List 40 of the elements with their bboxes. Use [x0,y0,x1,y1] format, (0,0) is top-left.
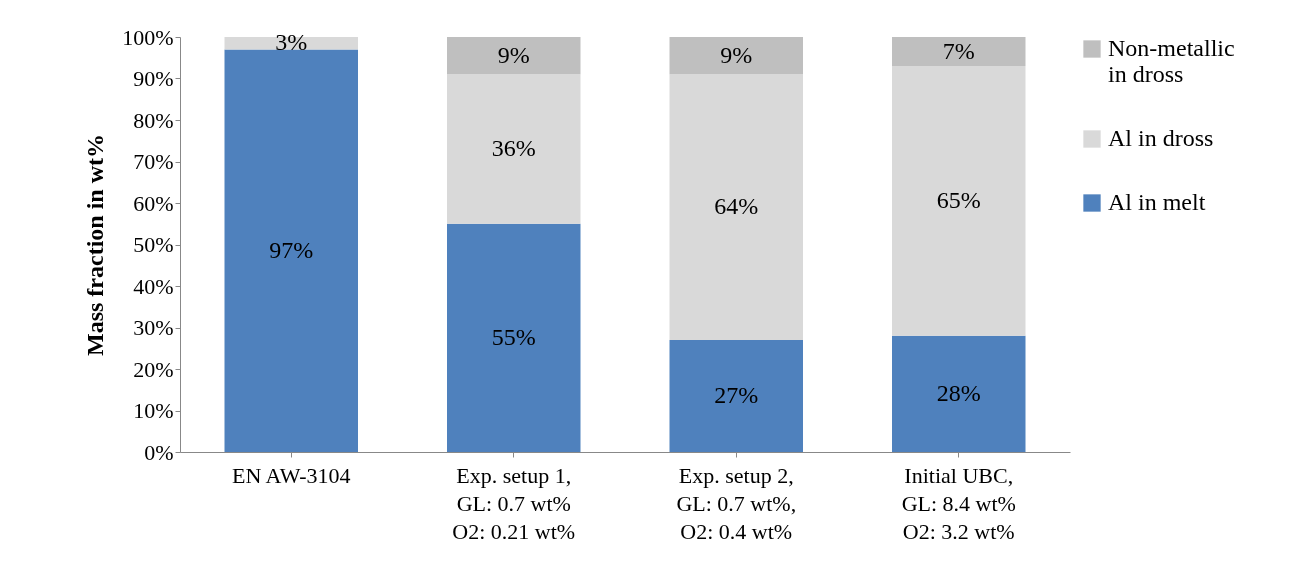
data-label: 9% [497,41,530,68]
y-tick-label: 30% [133,315,174,340]
bar [892,66,1026,336]
y-tick-label: 90% [133,66,174,91]
bar [224,49,358,452]
data-label: 28% [936,379,981,406]
data-label: 9% [720,41,753,68]
data-label: 97% [269,236,314,263]
legend-label: Al in melt [1108,189,1206,215]
bar [669,74,803,340]
y-tick-label: 20% [133,356,174,382]
bar [669,339,803,452]
y-tick-label: 0% [144,439,174,465]
legend-label: Al in dross [1108,125,1214,151]
bar [892,335,1026,452]
x-tick-label: EN AW-3104 [231,462,351,488]
data-label: 55% [491,323,536,350]
y-tick-label: 80% [133,107,174,133]
y-tick-label: 70% [133,149,174,174]
y-tick-label: 100% [122,24,174,50]
data-label: 64% [714,193,759,220]
bar [892,37,1026,67]
y-tick-label: 60% [133,190,174,216]
bar [669,37,803,75]
bar [447,37,581,75]
bar [447,223,581,452]
bar [447,74,581,224]
data-label: 27% [714,381,759,408]
data-label: 65% [936,186,981,213]
data-label: 36% [491,135,536,162]
y-tick-label: 40% [133,273,174,299]
legend-label: Non-metallic in dross [1108,35,1235,87]
data-label: 3% [275,29,308,56]
y-tick-label: 50% [133,232,174,257]
data-label: 7% [942,37,975,64]
x-tick-label: Exp. setup 2, GL: 0.7 wt%, O2: 0.4 wt% [676,462,797,544]
y-axis-title: Mass fraction in wt% [82,134,109,356]
x-tick-label: Initial UBC, GL: 8.4 wt% O2: 3.2 wt% [901,462,1016,544]
x-tick-label: Exp. setup 1, GL: 0.7 wt% O2: 0.21 wt% [452,462,576,544]
y-tick-label: 10% [133,398,174,423]
